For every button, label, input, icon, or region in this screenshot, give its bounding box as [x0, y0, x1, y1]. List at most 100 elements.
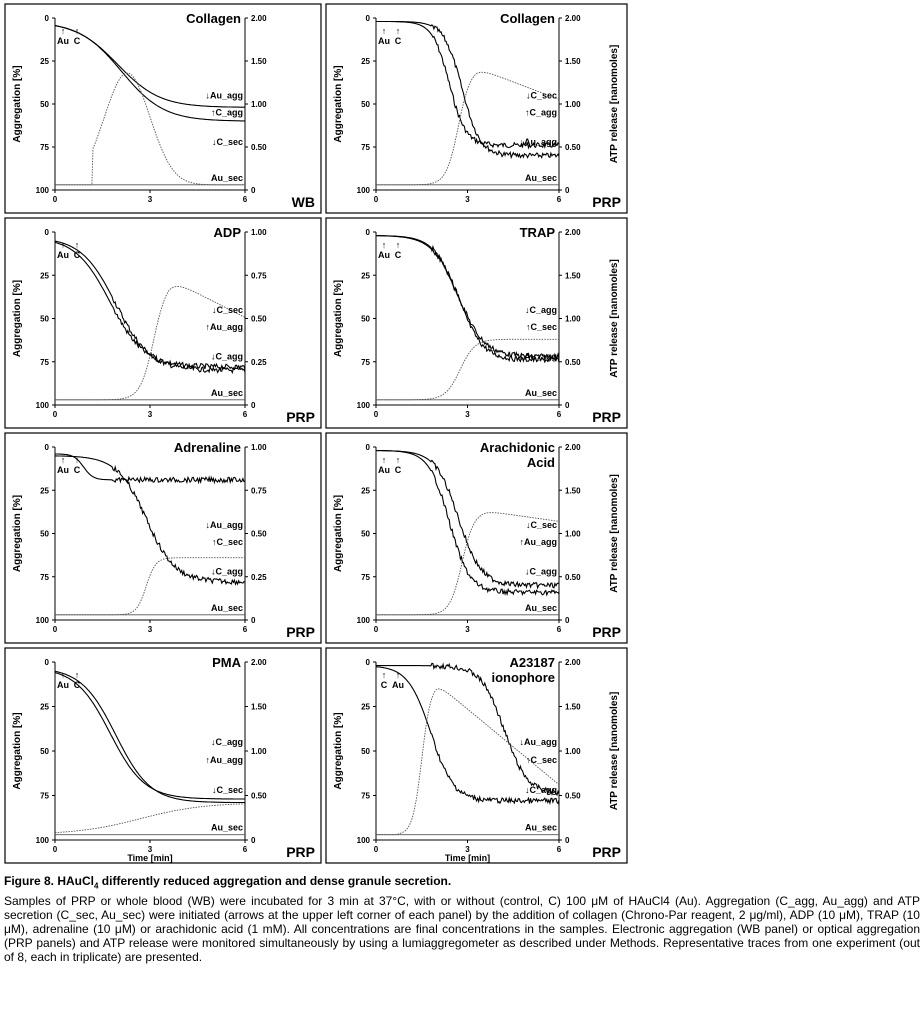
curve-label-au-sec: Au_sec [211, 388, 243, 398]
panel-title: Collagen [500, 11, 555, 26]
curve-label-au-sec: Au_sec [525, 388, 557, 398]
y-tick-label: 25 [361, 57, 370, 66]
curve-label-au-agg: ↓Au_agg [519, 737, 557, 747]
addition-arrow: ↑ [61, 455, 66, 465]
x-tick-label: 3 [148, 410, 153, 419]
y2-tick-label: 1.50 [251, 57, 267, 66]
caption-title: Figure 8. HAuCl4 differently reduced agg… [4, 874, 452, 891]
aggregation-trace-c [376, 20, 560, 160]
curve-label-au-sec: Au_sec [525, 173, 557, 183]
marker-au: Au [57, 250, 69, 260]
sample-tag: PRP [592, 844, 621, 860]
aggregation-trace-au [54, 670, 245, 804]
curve-label-c-sec: ↓C_sec [212, 137, 243, 147]
y-tick-label: 0 [366, 228, 371, 237]
sample-tag: PRP [592, 624, 621, 640]
marker-c: C [74, 250, 81, 260]
x-tick-label: 0 [374, 625, 379, 634]
addition-arrow: ↑ [382, 455, 387, 465]
x-axis-title: Time [min] [445, 853, 490, 863]
marker-au: Au [57, 680, 69, 690]
aggregation-trace-c [376, 235, 560, 361]
curve-label-c-sec: ↓C_sec [526, 90, 557, 100]
panel-frame [4, 647, 322, 864]
y-tick-label: 75 [361, 792, 370, 801]
y-tick-label: 0 [366, 443, 371, 452]
addition-arrow: ↑ [75, 26, 80, 36]
y-tick-label: 100 [36, 186, 50, 195]
y-axis-title: Aggregation [%] [12, 65, 23, 142]
y-axis-title: Aggregation [%] [12, 495, 23, 572]
y2-axis-title: ATP release [nanomoles] [609, 474, 620, 593]
y2-tick-label: 0.25 [251, 573, 267, 582]
y-axis-title: Aggregation [%] [12, 280, 23, 357]
y-axis-title: Aggregation [%] [333, 280, 344, 357]
caption-body: Samples of PRP or whole blood (WB) were … [4, 893, 920, 965]
addition-arrow: ↑ [382, 670, 387, 680]
y-tick-label: 75 [361, 143, 370, 152]
aggregation-trace-au [375, 666, 560, 806]
y-tick-label: 50 [40, 747, 49, 756]
aggregation-trace-c [376, 662, 560, 797]
marker-c: C [381, 680, 388, 690]
y2-axis-title: ATP release [nanomoles] [609, 45, 620, 164]
y2-tick-label: 0 [565, 616, 570, 625]
y-tick-label: 0 [45, 443, 50, 452]
y-tick-label: 50 [361, 747, 370, 756]
x-tick-label: 6 [557, 195, 562, 204]
y-tick-label: 25 [361, 486, 370, 495]
addition-arrow: ↑ [396, 240, 401, 250]
marker-c: C [395, 465, 402, 475]
curve-label-au-agg: ↑Au_agg [205, 755, 243, 765]
y-tick-label: 25 [40, 486, 49, 495]
curve-label-au-agg: ↑Au_agg [519, 537, 557, 547]
panel-title: A23187 [509, 655, 555, 670]
y2-tick-label: 1.50 [565, 486, 581, 495]
addition-arrow: ↑ [396, 26, 401, 36]
y2-tick-label: 0.50 [565, 573, 581, 582]
y2-tick-label: 2.00 [565, 14, 581, 23]
sample-tag: PRP [592, 194, 621, 210]
y2-tick-label: 2.00 [565, 658, 581, 667]
curve-label-au-agg: ↑Au_agg [205, 322, 243, 332]
x-tick-label: 3 [148, 845, 153, 854]
curve-label-c-sec: ↑C_sec [526, 755, 557, 765]
y2-tick-label: 2.00 [565, 443, 581, 452]
curve-label-c-agg: ↓C_agg [525, 305, 557, 315]
aggregation-trace-c [55, 455, 246, 586]
addition-arrow: ↑ [75, 455, 80, 465]
panel-title: Adrenaline [174, 440, 241, 455]
y2-tick-label: 1.50 [565, 57, 581, 66]
curve-label-au-agg: ↓Au_agg [519, 352, 557, 362]
x-tick-label: 6 [243, 410, 248, 419]
x-tick-label: 3 [465, 410, 470, 419]
curve-label-c-agg: ↑C_agg [211, 108, 243, 118]
sample-tag: PRP [592, 409, 621, 425]
y-tick-label: 0 [45, 228, 50, 237]
x-tick-label: 0 [53, 625, 58, 634]
y-tick-label: 0 [366, 14, 371, 23]
x-tick-label: 3 [148, 195, 153, 204]
y2-tick-label: 0 [251, 186, 256, 195]
curve-label-c-sec: ↓C_sec [212, 305, 243, 315]
panel-title: Arachidonic [480, 440, 555, 455]
y2-tick-label: 0.50 [251, 530, 267, 539]
y-tick-label: 25 [361, 271, 370, 280]
sample-tag: PRP [286, 624, 315, 640]
y2-tick-label: 1.50 [565, 271, 581, 280]
y2-tick-label: 1.00 [251, 228, 267, 237]
x-tick-label: 0 [374, 845, 379, 854]
x-tick-label: 0 [53, 195, 58, 204]
panel-title: ADP [214, 225, 242, 240]
curve-label-au-sec: Au_sec [525, 603, 557, 613]
y2-tick-label: 0 [565, 401, 570, 410]
y2-tick-label: 1.00 [251, 100, 267, 109]
y2-axis-title: ATP release [nanomoles] [609, 692, 620, 811]
panel-frame [4, 432, 322, 644]
panel-title: TRAP [520, 225, 556, 240]
y-tick-label: 75 [40, 792, 49, 801]
